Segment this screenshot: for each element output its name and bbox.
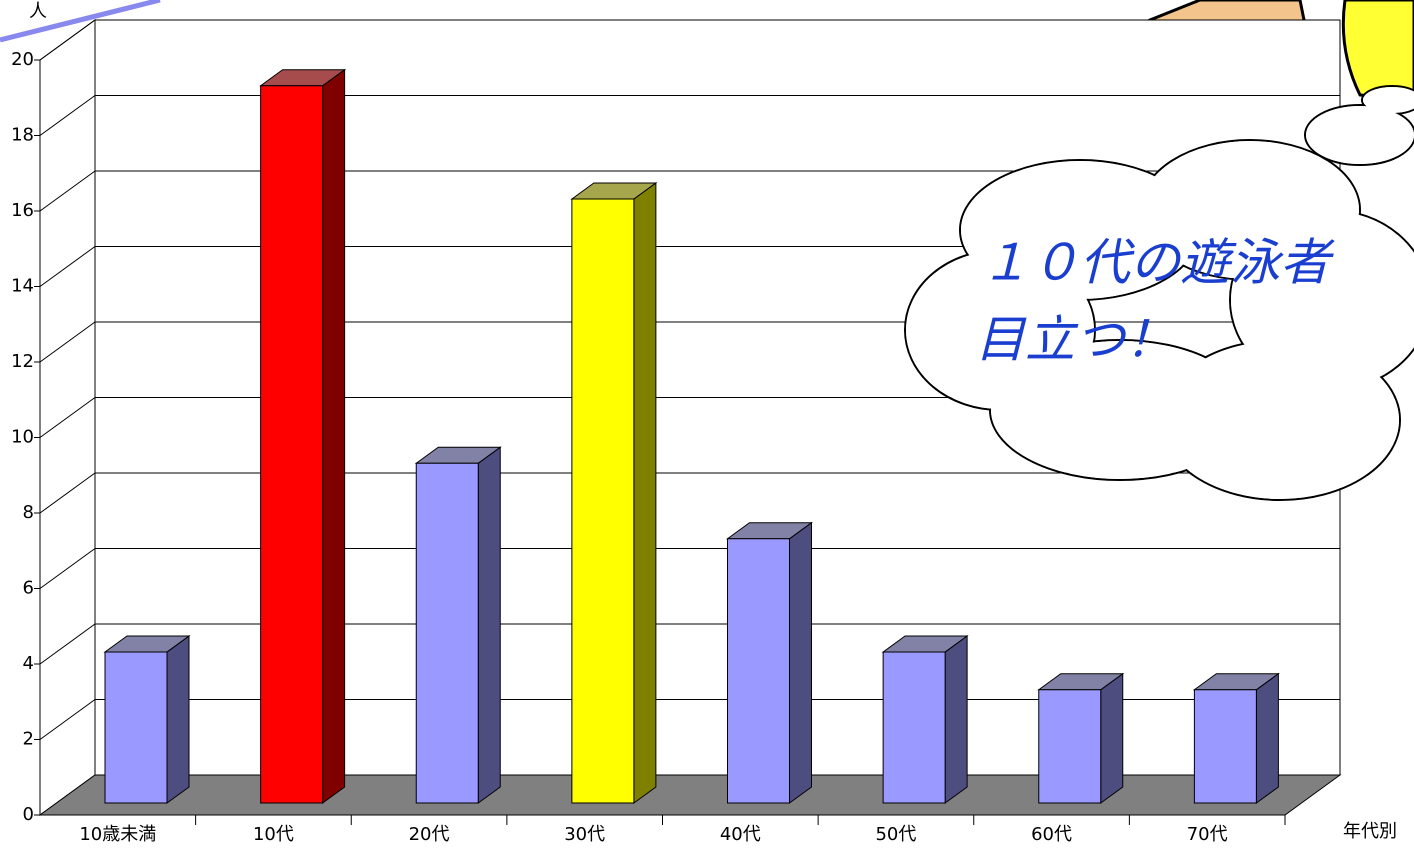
x-tick-label: 60代 xyxy=(1031,824,1072,845)
bar xyxy=(416,463,478,803)
x-tick-label: 70代 xyxy=(1187,824,1228,845)
bar xyxy=(1039,690,1101,803)
y-tick-label: 16 xyxy=(11,200,34,221)
bar xyxy=(572,199,634,803)
x-tick-label: 10代 xyxy=(253,824,294,845)
y-tick-label: 10 xyxy=(11,427,34,448)
x-tick-label: 20代 xyxy=(409,824,450,845)
bar xyxy=(728,539,790,803)
bar-side xyxy=(634,183,656,803)
bar-side xyxy=(478,447,500,803)
bar-side xyxy=(1256,674,1278,803)
y-tick-label: 0 xyxy=(23,804,34,825)
y-tick-label: 18 xyxy=(11,125,34,146)
y-tick-label: 20 xyxy=(11,49,34,70)
x-axis-label: 年代別 xyxy=(1343,821,1397,842)
y-tick-label: 6 xyxy=(23,578,34,599)
y-tick-label: 14 xyxy=(11,276,34,297)
bar xyxy=(261,86,323,803)
y-tick-label: 4 xyxy=(23,653,34,674)
x-tick-label: 10歳未満 xyxy=(79,824,156,845)
x-tick-label: 30代 xyxy=(564,824,605,845)
bar-side xyxy=(945,636,967,803)
x-tick-label: 40代 xyxy=(720,824,761,845)
y-axis-label: 人 xyxy=(29,1,47,22)
bar xyxy=(1194,690,1256,803)
bar-side xyxy=(1101,674,1123,803)
x-tick-label: 50代 xyxy=(875,824,916,845)
bar xyxy=(105,652,167,803)
annotation: １０代の遊泳者 xyxy=(980,234,1335,290)
y-tick-label: 12 xyxy=(11,351,34,372)
annotation: 目立つ！ xyxy=(975,311,1175,367)
bar xyxy=(883,652,945,803)
chart: １０代の遊泳者 目立つ！ 人 年代別 0 2 4 6 8 10 12 14 16 18 20 10歳未… xyxy=(0,0,1414,852)
page: {"chart_data": {"type": "bar3d", "y_axis… xyxy=(0,0,1414,852)
bar-side xyxy=(167,636,189,803)
y-tick-label: 2 xyxy=(23,729,34,750)
bar-side xyxy=(790,523,812,803)
y-tick-label: 8 xyxy=(23,502,34,523)
bar-side xyxy=(323,70,345,803)
